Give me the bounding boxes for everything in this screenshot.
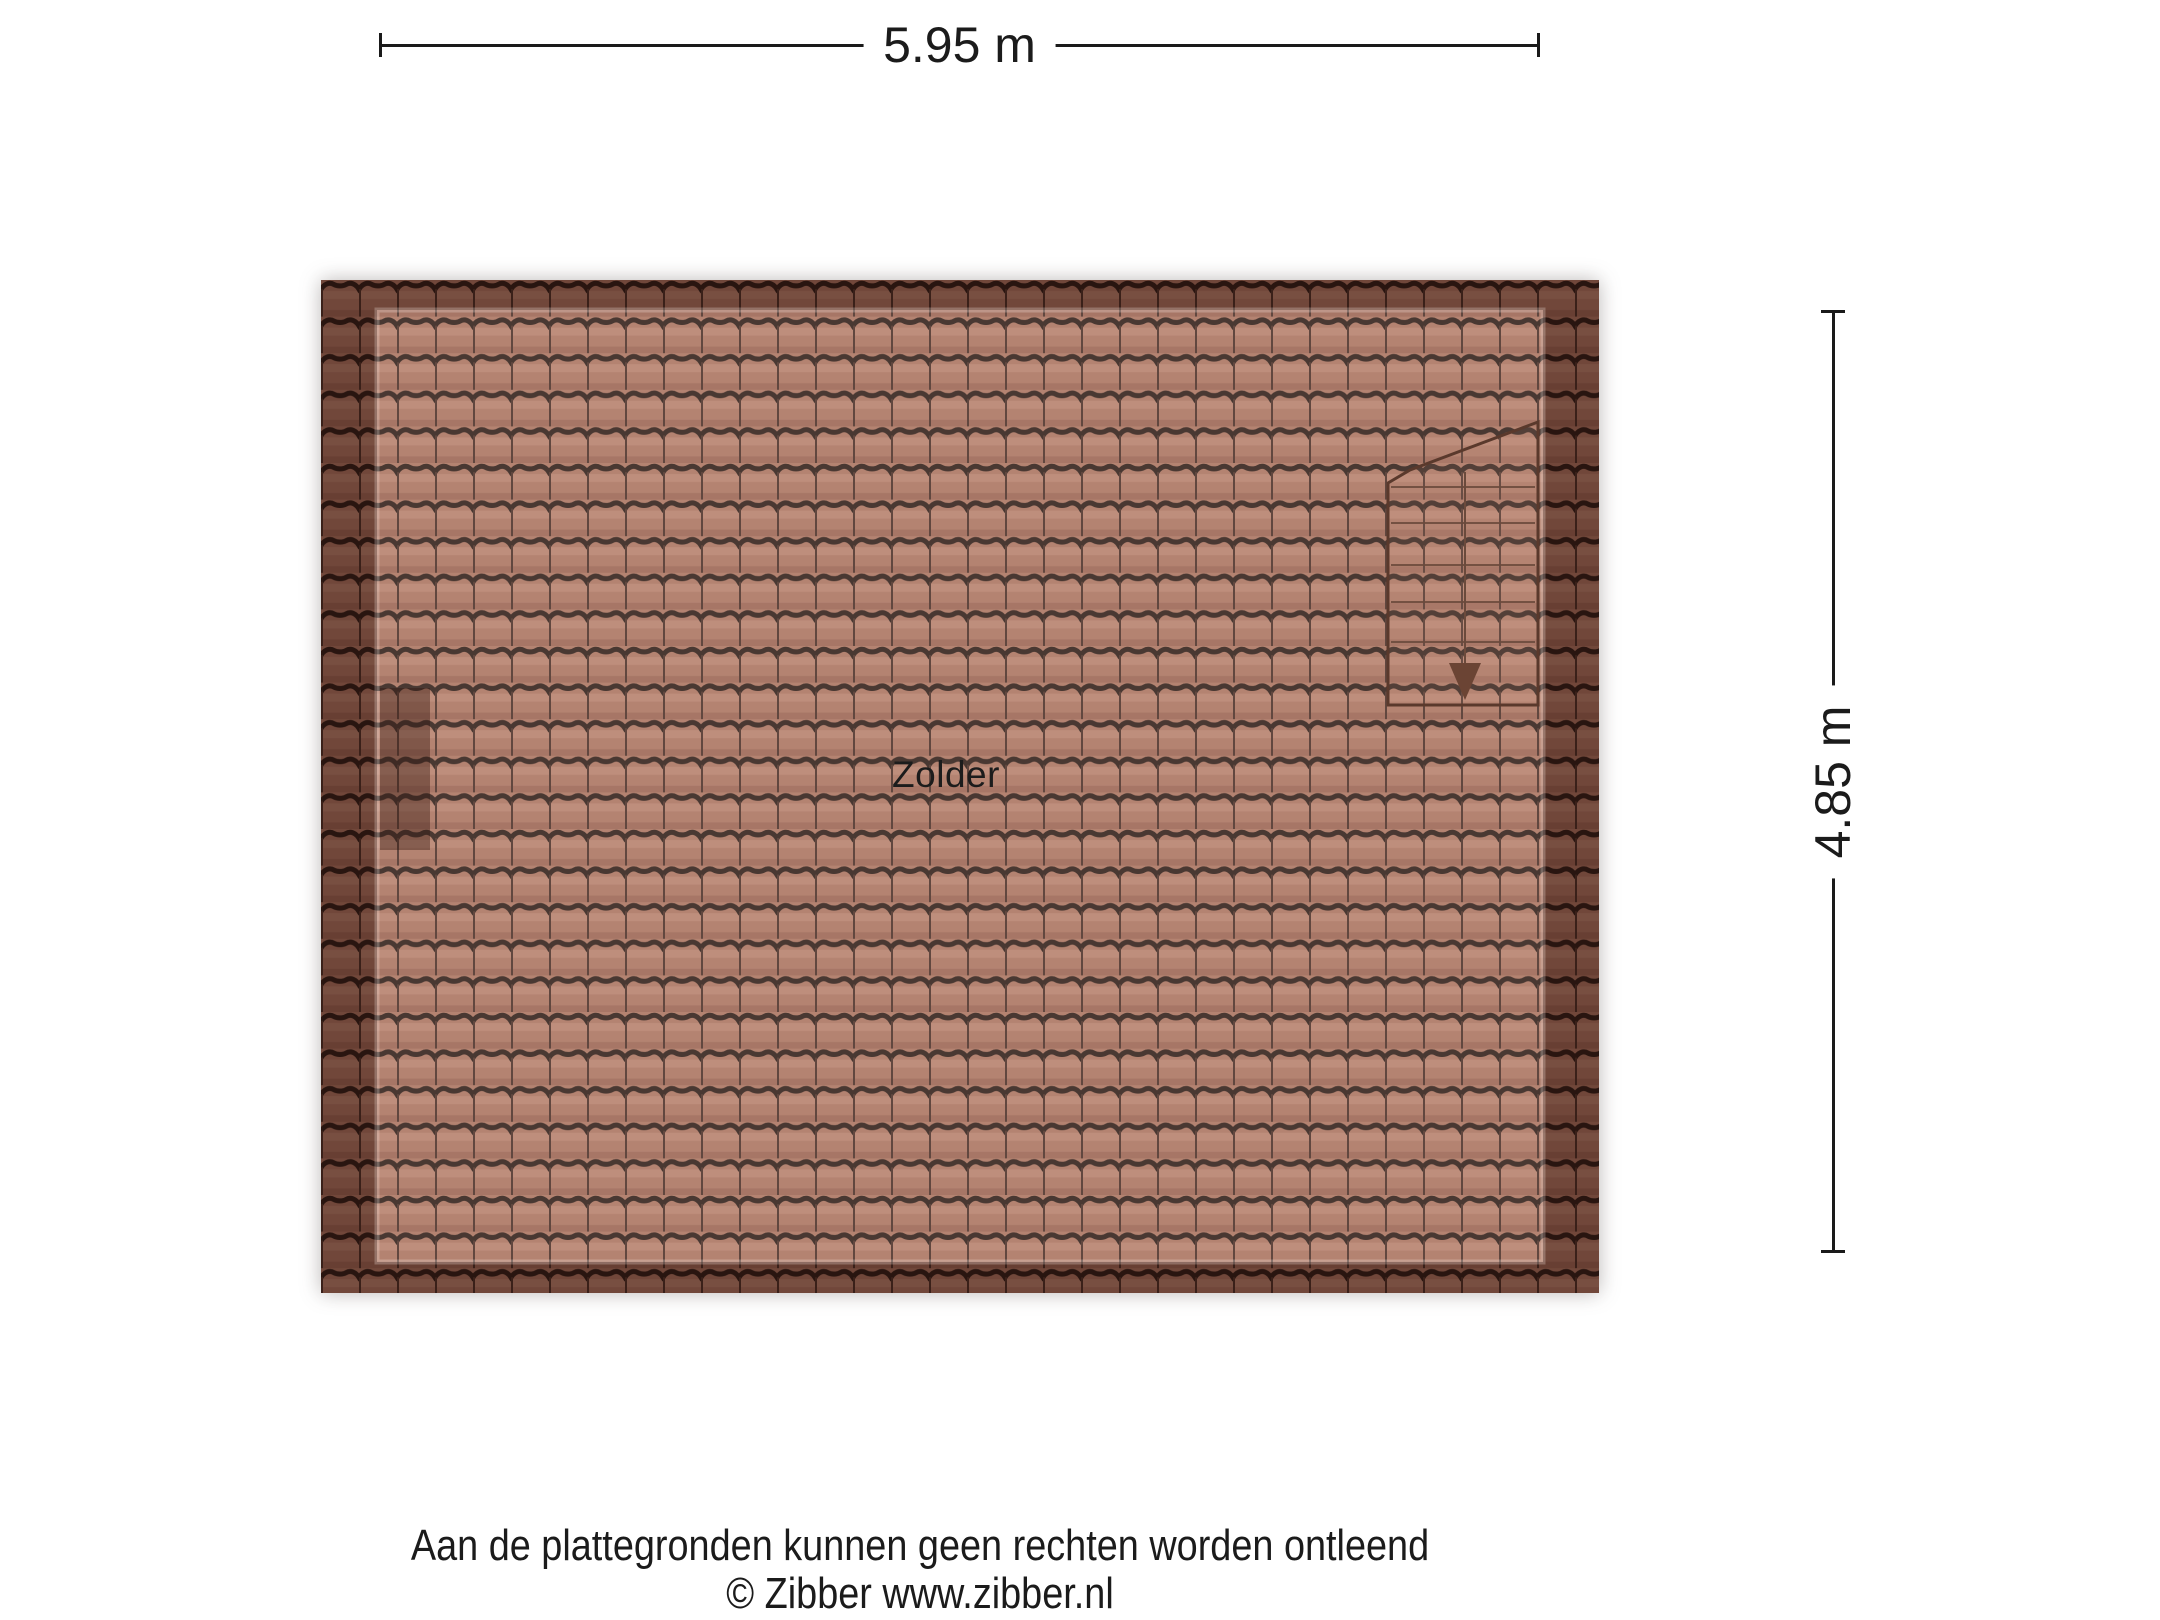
staircase-outline — [1386, 419, 1540, 707]
attic-floor-area — [377, 310, 1543, 1262]
staircase — [1386, 419, 1540, 707]
height-dimension-start-tick — [1821, 310, 1845, 313]
attic-floor-area-edge — [374, 307, 1546, 1265]
footer-disclaimer: Aan de plattegronden kunnen geen rechten… — [410, 1521, 1430, 1570]
roof-tiles-surface — [321, 280, 1599, 1293]
room-label: Zolder — [892, 754, 1000, 795]
dormer-notch — [380, 688, 430, 850]
stair-direction-arrow-icon — [1449, 663, 1481, 700]
attic-roof-plan — [321, 280, 1599, 1293]
footer-copyright: © Zibber www.zibber.nl — [726, 1569, 1114, 1618]
staircase-steps — [1391, 486, 1535, 643]
width-dimension-end-tick — [1537, 33, 1540, 57]
width-dimension-label: 5.95 m — [863, 16, 1056, 74]
height-dimension-label: 4.85 m — [1804, 685, 1862, 878]
footer: Aan de plattegronden kunnen geen rechten… — [0, 1522, 1840, 1618]
height-dimension-end-tick — [1821, 1250, 1845, 1253]
width-dimension-start-tick — [379, 33, 382, 57]
